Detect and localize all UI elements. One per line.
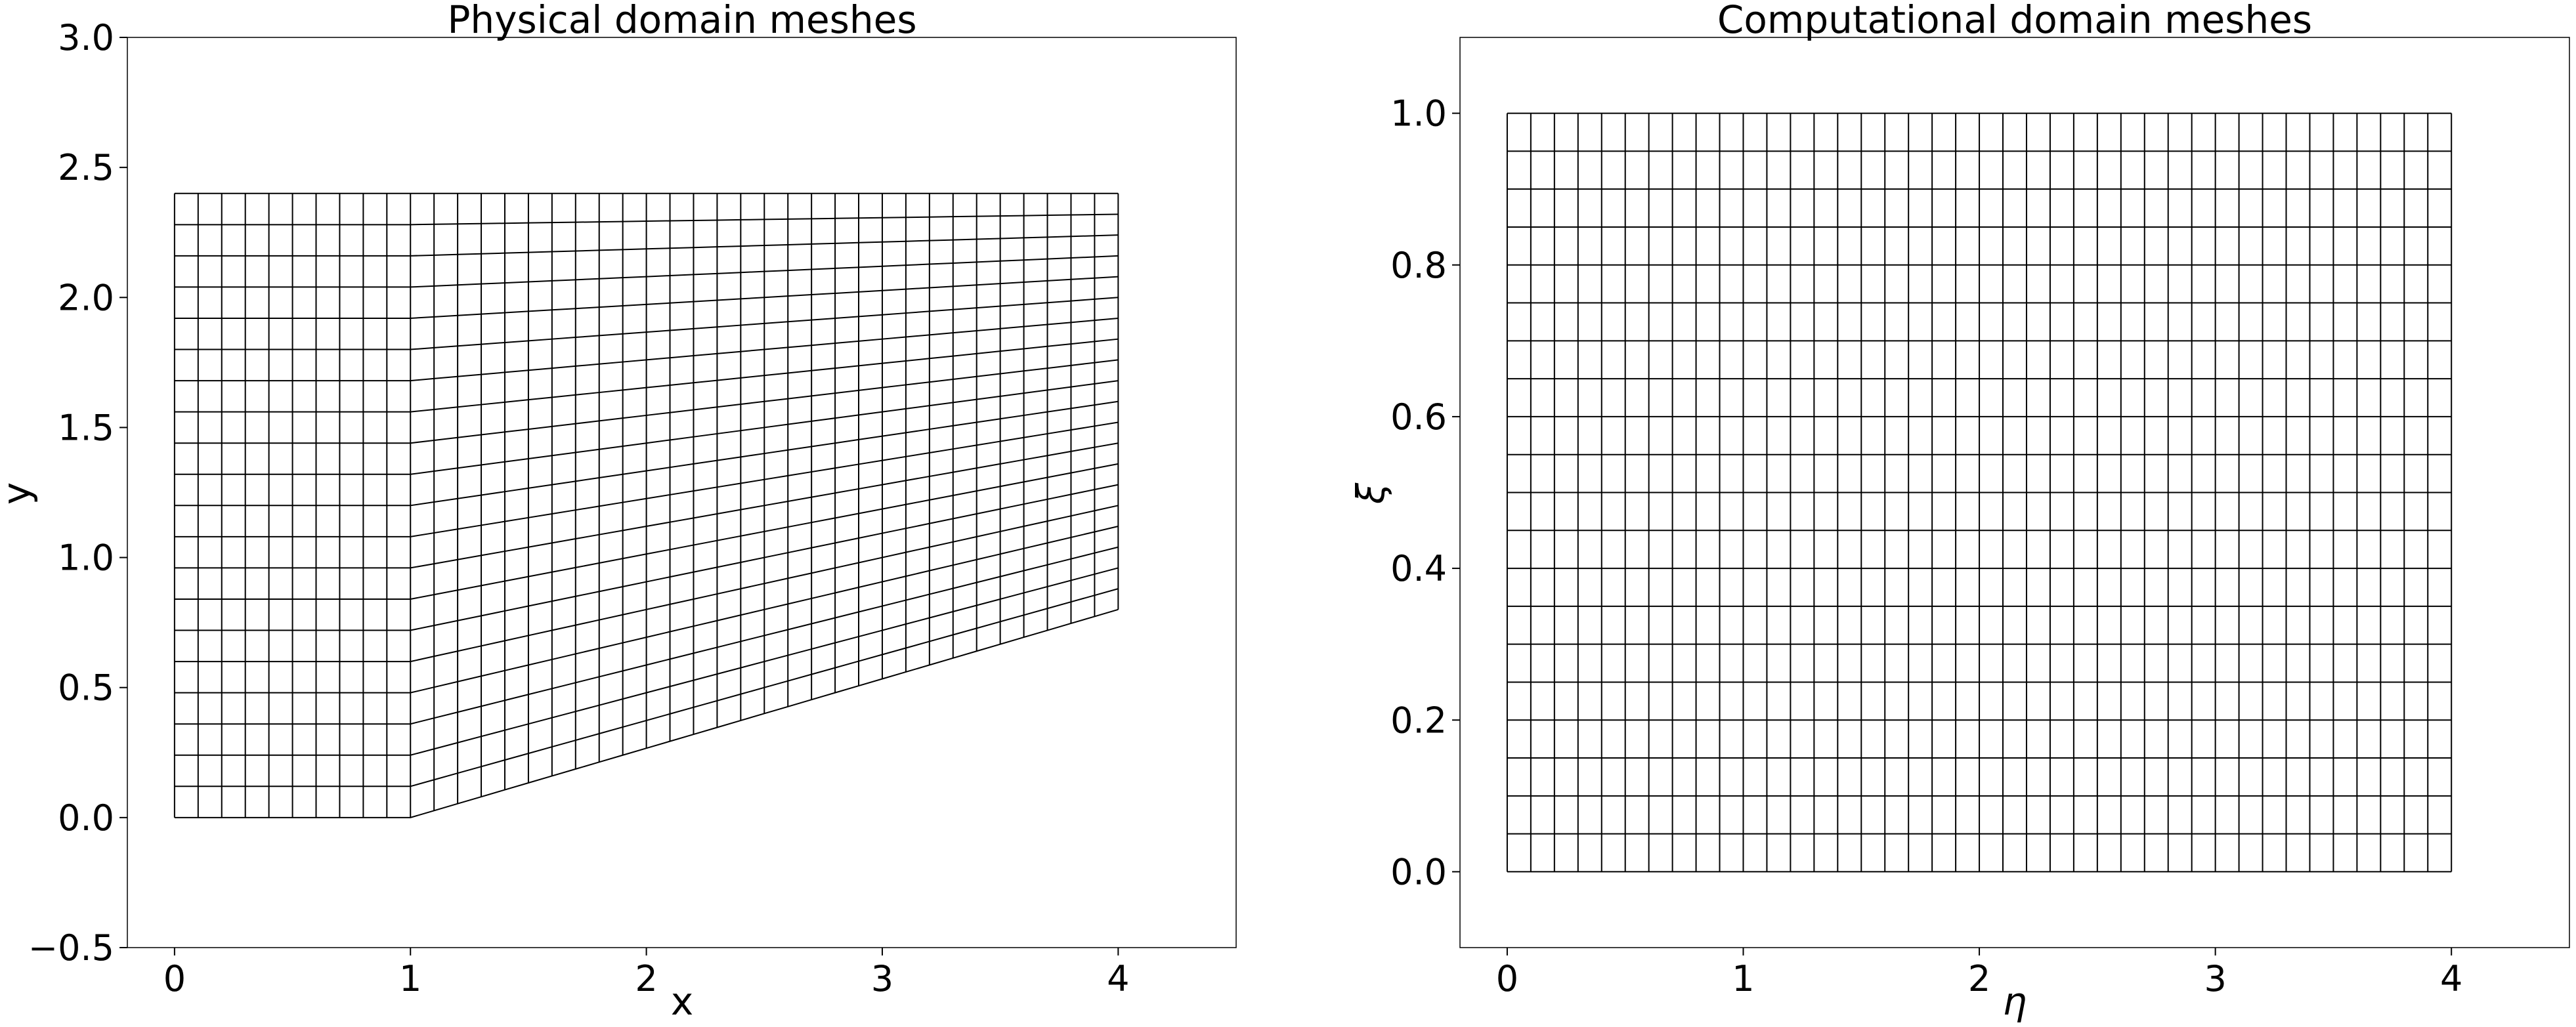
physical-mesh-row-line bbox=[174, 276, 1119, 319]
computational-x-tick-label: 4 bbox=[2440, 958, 2462, 999]
physical-mesh-row-line bbox=[174, 297, 1119, 350]
physical-mesh-row-line bbox=[174, 234, 1119, 257]
computational-x-tick-label: 2 bbox=[1968, 958, 1990, 999]
computational-x-tick-label: 0 bbox=[1496, 958, 1518, 999]
computational-y-tick-label: 0.8 bbox=[1390, 245, 1447, 286]
computational-x-tick-label: 1 bbox=[1732, 958, 1754, 999]
physical-y-axis-label: y bbox=[0, 482, 39, 505]
physical-mesh-row-line bbox=[174, 567, 1119, 756]
computational-axis-ticks: 0 1 2 3 4 0.0 0.2 0.4 0.6 0.8 1.0 bbox=[1390, 93, 2462, 999]
computational-x-tick-label: 3 bbox=[2204, 958, 2226, 999]
physical-mesh-row-line bbox=[174, 484, 1119, 631]
physical-y-tick-label: 3.0 bbox=[58, 17, 114, 58]
physical-mesh-row-line bbox=[174, 255, 1119, 288]
physical-y-tick-label: −0.5 bbox=[28, 927, 114, 969]
computational-domain-panel: Computational domain meshes η ξ 0 1 2 3 4 0.0… bbox=[1348, 0, 2570, 1024]
physical-mesh-row-line bbox=[174, 526, 1119, 694]
physical-domain-panel: Physical domain meshes x y 01234−0.50.00… bbox=[0, 0, 1237, 1024]
physical-mesh-row-line bbox=[174, 213, 1119, 226]
computational-y-tick-label: 0.2 bbox=[1390, 700, 1447, 741]
physical-mesh bbox=[173, 192, 1119, 818]
physical-mesh-row-line bbox=[174, 505, 1119, 663]
physical-mesh-row-line bbox=[174, 359, 1119, 444]
physical-x-tick-label: 3 bbox=[871, 958, 893, 999]
physical-x-tick-label: 2 bbox=[635, 958, 657, 999]
physical-x-tick-label: 0 bbox=[163, 958, 186, 999]
physical-y-tick-label: 0.5 bbox=[58, 667, 114, 709]
computational-domain-title: Computational domain meshes bbox=[1717, 0, 2312, 42]
computational-mesh bbox=[1506, 112, 2453, 873]
physical-x-axis-label: x bbox=[671, 979, 693, 1024]
physical-y-tick-label: 1.0 bbox=[58, 537, 114, 579]
computational-y-tick-label: 1.0 bbox=[1390, 93, 1447, 135]
physical-mesh-row-line bbox=[174, 442, 1119, 569]
physical-mesh-row-line bbox=[174, 463, 1119, 600]
physical-mesh-row-line bbox=[174, 400, 1119, 507]
physical-mesh-row-line bbox=[174, 588, 1119, 787]
computational-x-axis-label: η bbox=[2003, 979, 2027, 1024]
physical-y-tick-label: 2.5 bbox=[58, 147, 114, 188]
computational-plot-frame bbox=[1459, 37, 2570, 948]
physical-mesh-row-line bbox=[174, 546, 1119, 725]
physical-x-tick-label: 1 bbox=[399, 958, 421, 999]
computational-y-axis-label: ξ bbox=[1348, 482, 1393, 505]
physical-x-tick-label: 4 bbox=[1107, 958, 1129, 999]
physical-plot-frame bbox=[127, 37, 1237, 948]
computational-y-tick-label: 0.0 bbox=[1390, 851, 1447, 892]
computational-y-tick-label: 0.4 bbox=[1390, 548, 1447, 589]
physical-mesh-row-line bbox=[174, 421, 1119, 537]
physical-domain-title: Physical domain meshes bbox=[447, 0, 916, 42]
computational-y-tick-label: 0.6 bbox=[1390, 396, 1447, 438]
physical-y-tick-label: 0.0 bbox=[58, 797, 114, 839]
physical-axis-ticks: 0 1 2 3 4 −0.5 0.0 0.5 1.0 1.5 2.0 2.5 3.0 bbox=[28, 17, 1130, 999]
physical-mesh-row-line bbox=[174, 317, 1119, 382]
physical-mesh-row-line bbox=[174, 608, 1119, 818]
physical-mesh-row-line bbox=[174, 380, 1119, 475]
physical-y-tick-label: 2.0 bbox=[58, 277, 114, 318]
physical-mesh-row-line bbox=[174, 338, 1119, 413]
physical-y-tick-label: 1.5 bbox=[58, 407, 114, 448]
